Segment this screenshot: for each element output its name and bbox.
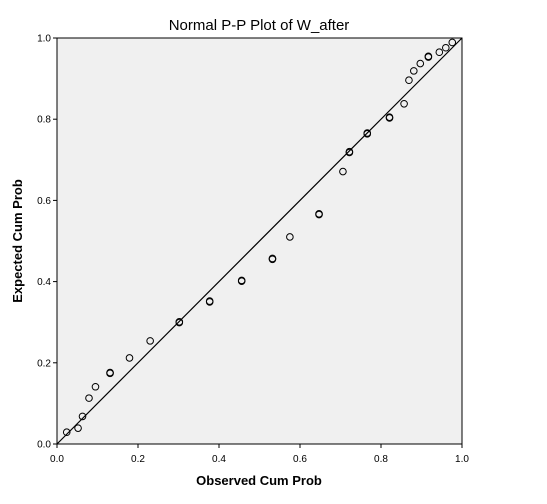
- data-point: [363, 129, 372, 137]
- data-point: [400, 99, 408, 108]
- x-tick-label: 0.6: [293, 454, 307, 465]
- data-point: [385, 113, 394, 121]
- data-point: [339, 167, 347, 176]
- data-point: [448, 38, 457, 47]
- data-point: [286, 233, 294, 241]
- x-tick-label: 1.0: [455, 454, 469, 465]
- x-tick-label: 0.4: [212, 454, 226, 465]
- x-tick-label: 0.0: [50, 454, 64, 465]
- y-tick-label: 1.0: [37, 34, 51, 45]
- data-point: [74, 424, 82, 432]
- data-point: [125, 354, 134, 362]
- y-tick-label: 0.2: [37, 358, 51, 369]
- reference-line: [56, 37, 463, 445]
- x-tick-label: 0.2: [131, 454, 145, 465]
- data-point: [345, 147, 354, 156]
- y-tick-label: 0.4: [37, 277, 51, 288]
- data-point: [91, 382, 100, 391]
- data-point: [85, 394, 93, 402]
- x-axis-label: Observed Cum Prob: [196, 473, 322, 488]
- data-point: [442, 43, 450, 52]
- y-tick-label: 0.8: [37, 115, 51, 126]
- data-point: [106, 368, 114, 377]
- data-point: [435, 48, 444, 57]
- data-point: [237, 276, 246, 285]
- chart-title: Normal P-P Plot of W_after: [169, 17, 350, 34]
- data-point: [410, 67, 418, 75]
- x-tick-label: 0.8: [374, 454, 388, 465]
- y-tick-label: 0.0: [37, 440, 51, 451]
- y-axis-label: Expected Cum Prob: [10, 179, 25, 303]
- data-point: [405, 76, 413, 85]
- data-point: [146, 337, 154, 345]
- data-point: [62, 428, 71, 437]
- data-point: [268, 254, 277, 263]
- data-point: [205, 297, 214, 305]
- data-point: [424, 52, 433, 61]
- data-point: [78, 412, 87, 421]
- data-point: [175, 317, 184, 326]
- y-tick-label: 0.6: [37, 196, 51, 207]
- data-point: [416, 59, 425, 68]
- data-point: [315, 209, 323, 218]
